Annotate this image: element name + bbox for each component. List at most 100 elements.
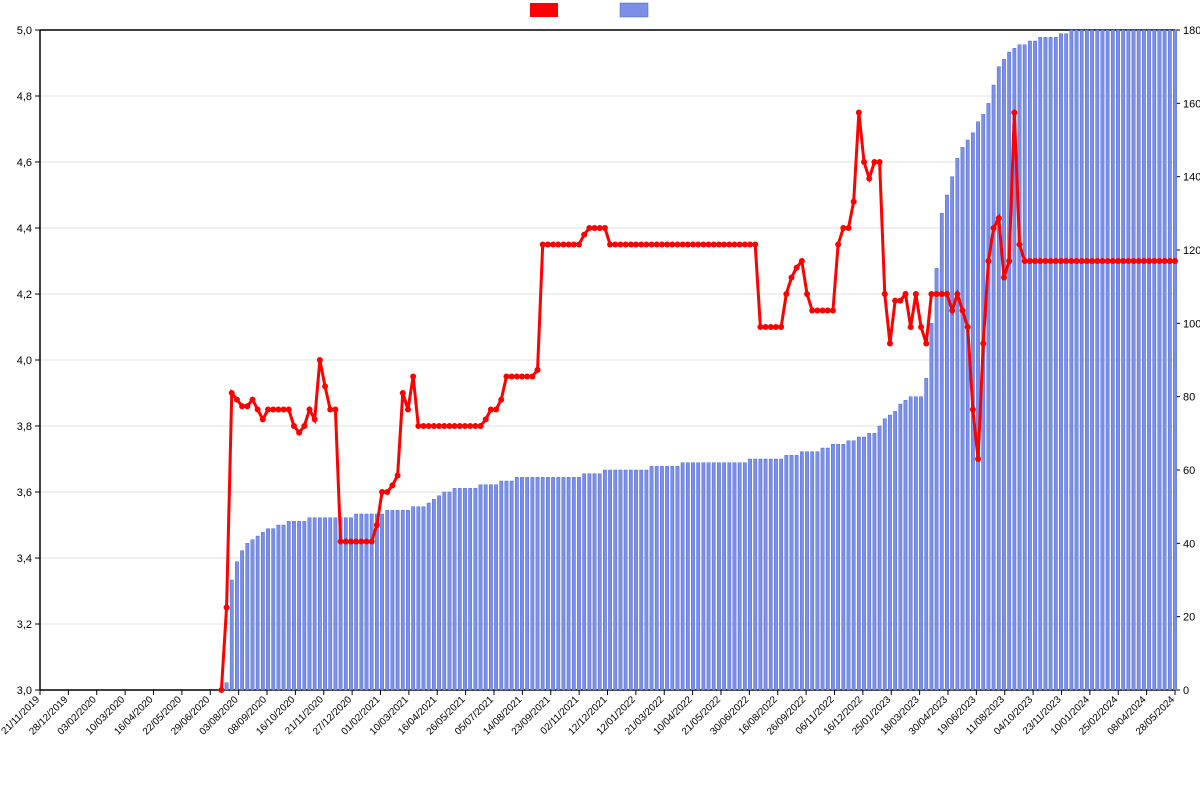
line-marker <box>669 242 675 248</box>
bar <box>769 459 772 690</box>
line-marker <box>960 308 966 314</box>
line-marker <box>286 407 292 413</box>
line-marker <box>1037 258 1043 264</box>
bar <box>463 488 466 690</box>
line-marker <box>586 225 592 231</box>
line-marker <box>680 242 686 248</box>
bar <box>919 397 922 690</box>
line-marker <box>996 215 1002 221</box>
bar <box>1023 45 1026 690</box>
bar <box>1116 30 1119 690</box>
bar <box>489 485 492 690</box>
bar <box>448 492 451 690</box>
line-marker <box>410 374 416 380</box>
line-marker <box>851 199 857 205</box>
line-marker <box>472 423 478 429</box>
bar <box>795 455 798 690</box>
line-marker <box>395 473 401 479</box>
bar <box>805 452 808 690</box>
y-right-tick-label: 180 <box>1183 25 1200 37</box>
line-marker <box>1048 258 1054 264</box>
bar <box>479 485 482 690</box>
bar <box>754 459 757 690</box>
line-marker <box>384 489 390 495</box>
bar <box>717 463 720 690</box>
line-marker <box>1063 258 1069 264</box>
bar <box>318 518 321 690</box>
line-marker <box>617 242 623 248</box>
line-marker <box>840 225 846 231</box>
bar <box>800 452 803 690</box>
bar <box>748 459 751 690</box>
line-marker <box>991 225 997 231</box>
line-marker <box>343 539 349 545</box>
bar <box>1028 41 1031 690</box>
bar <box>665 466 668 690</box>
line-marker <box>643 242 649 248</box>
line-marker <box>685 242 691 248</box>
line-marker <box>1084 258 1090 264</box>
bar <box>1085 30 1088 690</box>
line-marker <box>1172 258 1178 264</box>
line-marker <box>1099 258 1105 264</box>
y-right-tick-label: 40 <box>1183 538 1195 550</box>
line-marker <box>332 407 338 413</box>
bar <box>287 521 290 690</box>
bar <box>240 551 243 690</box>
bar <box>427 503 430 690</box>
line-marker <box>788 275 794 281</box>
bar <box>842 444 845 690</box>
line-marker <box>970 407 976 413</box>
line-marker <box>1079 258 1085 264</box>
y-left-tick-label: 4,0 <box>17 355 32 367</box>
line-marker <box>1105 258 1111 264</box>
bar <box>1033 41 1036 690</box>
bar <box>541 477 544 690</box>
bar <box>505 481 508 690</box>
line-marker <box>322 383 328 389</box>
bar <box>831 444 834 690</box>
line-marker <box>1156 258 1162 264</box>
bar <box>774 459 777 690</box>
line-marker <box>1136 258 1142 264</box>
bar <box>1147 30 1150 690</box>
line-marker <box>1068 258 1074 264</box>
bar <box>500 481 503 690</box>
line-marker <box>602 225 608 231</box>
line-marker <box>597 225 603 231</box>
line-marker <box>975 456 981 462</box>
y-left-tick-label: 3,6 <box>17 487 32 499</box>
bar <box>494 485 497 690</box>
bar <box>582 474 585 690</box>
bar <box>282 525 285 690</box>
line-marker <box>524 374 530 380</box>
line-marker <box>820 308 826 314</box>
line-marker <box>892 298 898 304</box>
bar <box>510 481 513 690</box>
line-marker <box>436 423 442 429</box>
line-marker <box>903 291 909 297</box>
bar <box>857 437 860 690</box>
line-marker <box>809 308 815 314</box>
bar <box>847 441 850 690</box>
line-marker <box>493 407 499 413</box>
bar <box>629 470 632 690</box>
bar <box>251 540 254 690</box>
bar <box>914 397 917 690</box>
bar <box>821 448 824 690</box>
bar <box>1132 30 1135 690</box>
y-right-tick-label: 120 <box>1183 245 1200 257</box>
bar <box>691 463 694 690</box>
bar <box>422 507 425 690</box>
bar <box>417 507 420 690</box>
line-marker <box>664 242 670 248</box>
bar <box>396 510 399 690</box>
line-marker <box>695 242 701 248</box>
bar <box>266 529 269 690</box>
line-marker <box>939 291 945 297</box>
line-marker <box>649 242 655 248</box>
bar <box>956 158 959 690</box>
line-marker <box>773 324 779 330</box>
line-marker <box>571 242 577 248</box>
line-marker <box>229 390 235 396</box>
